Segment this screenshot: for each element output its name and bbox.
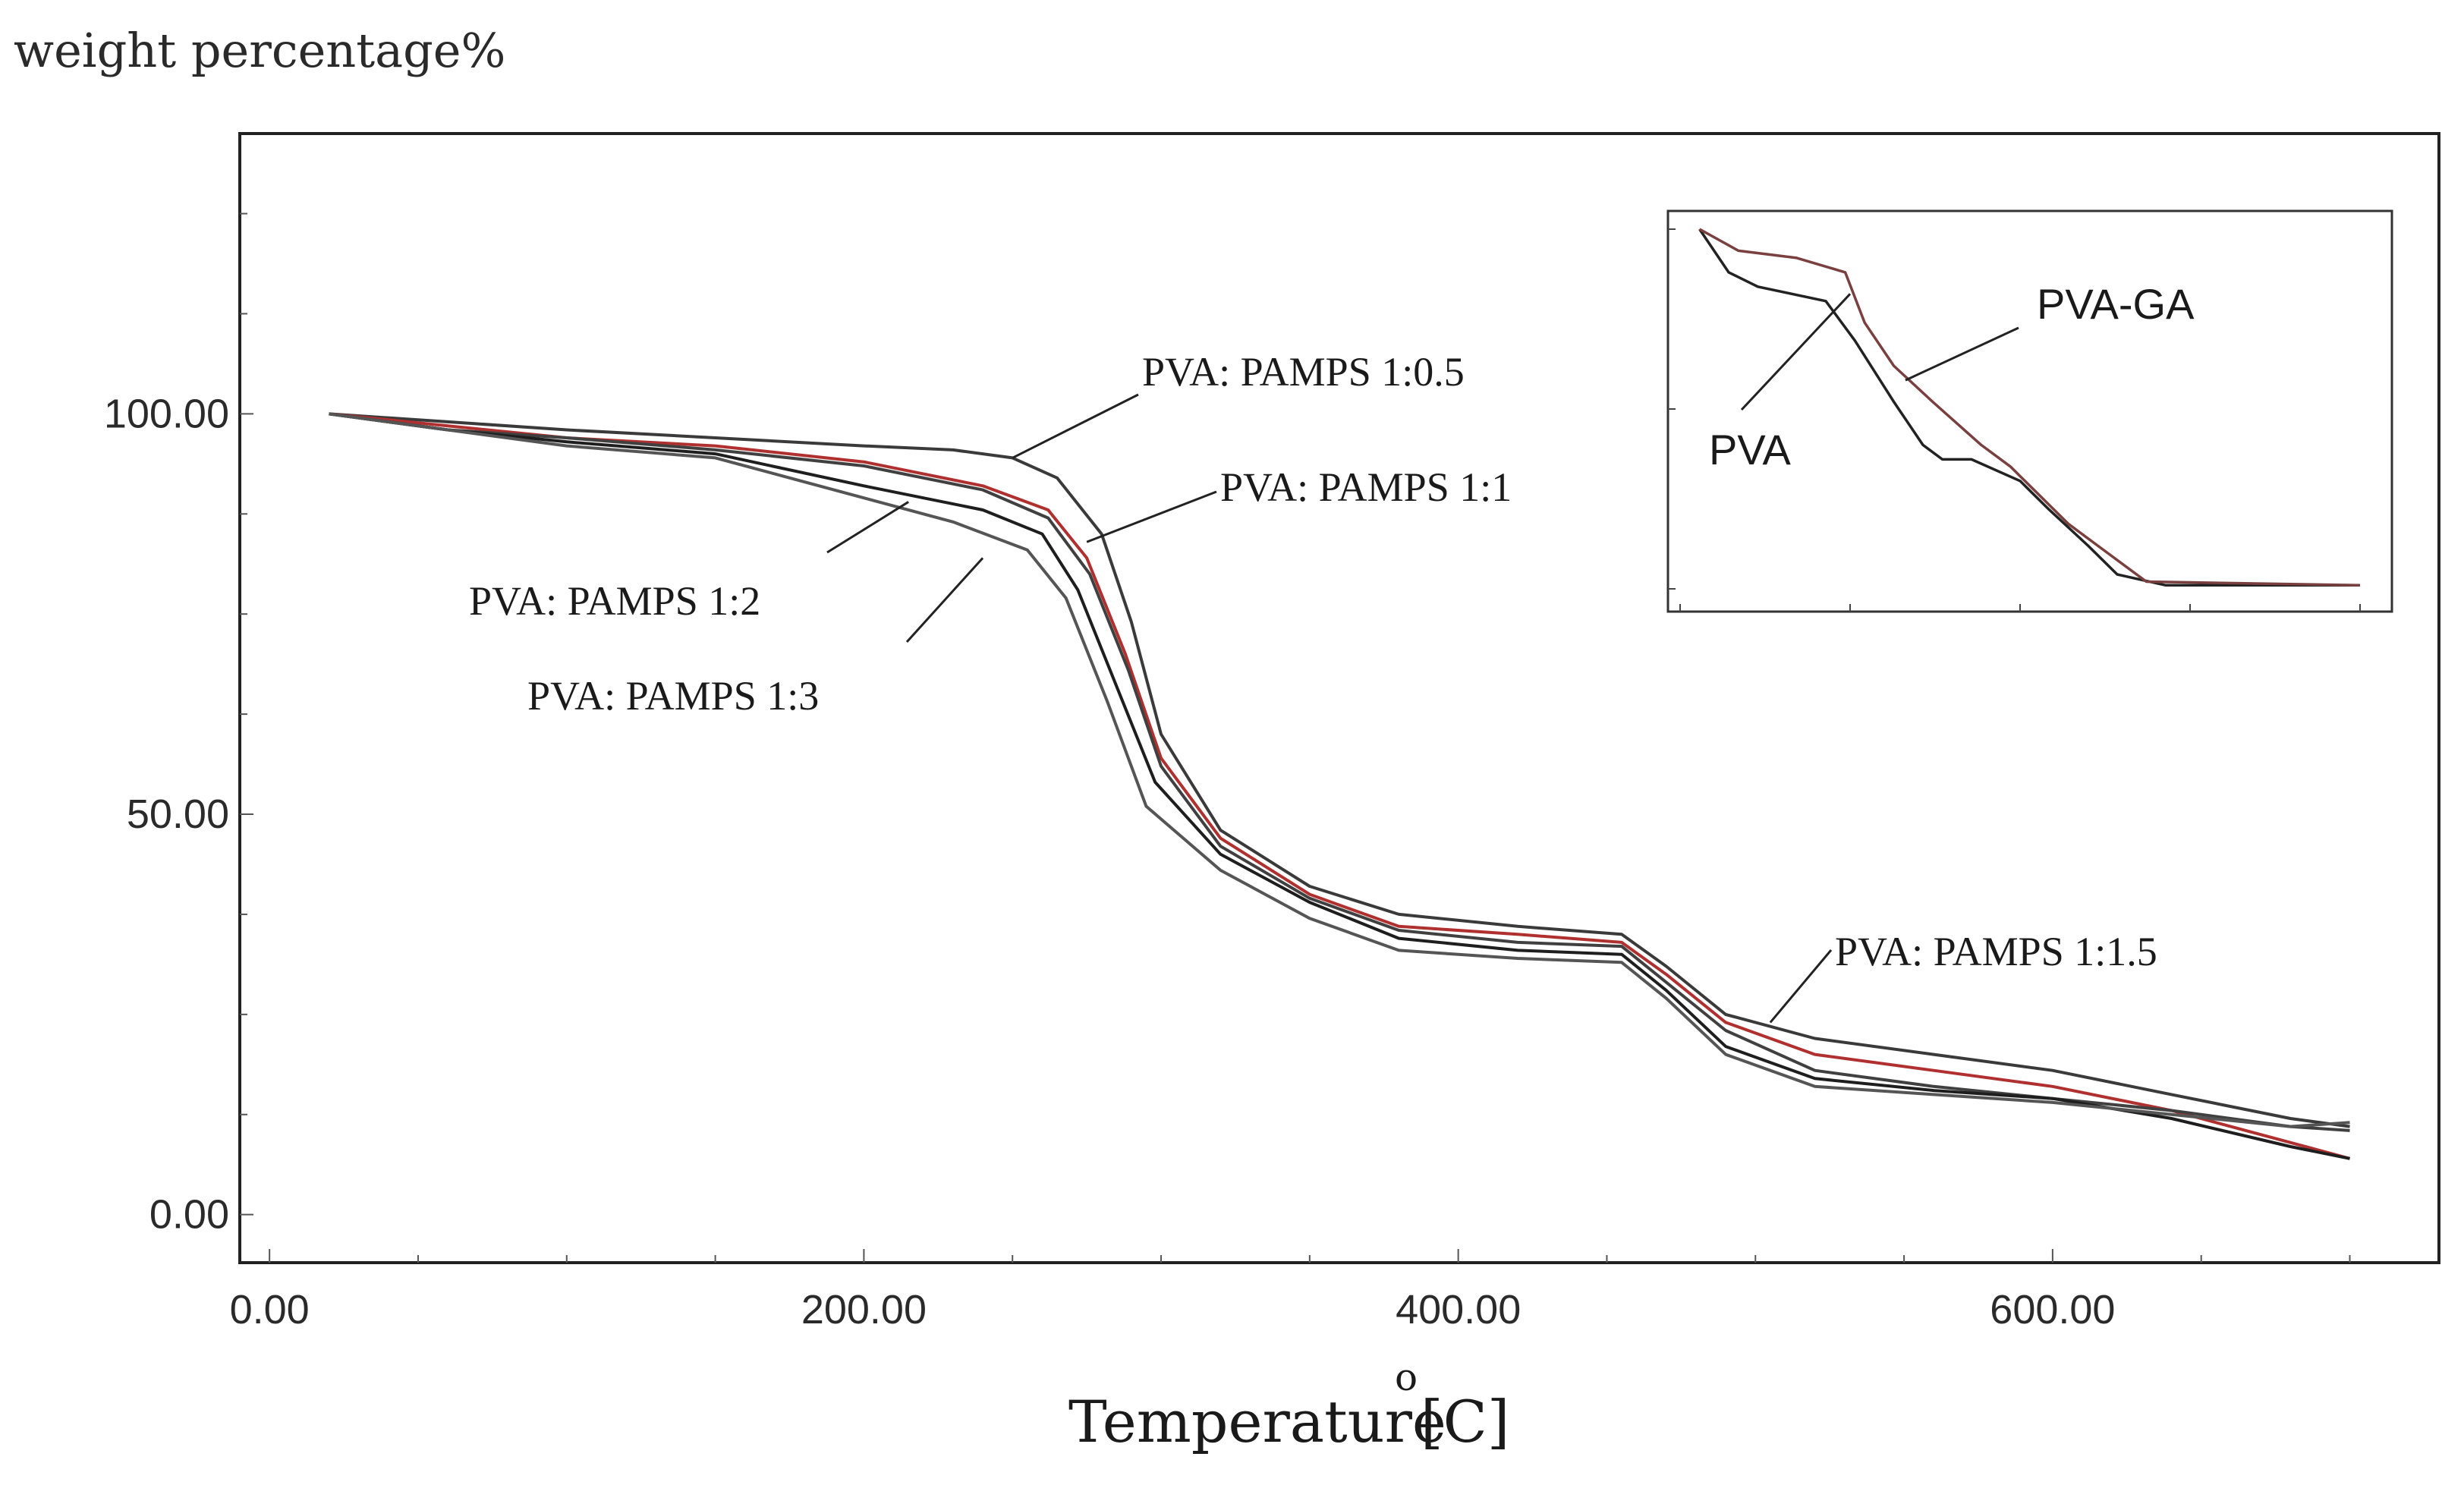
inset-leader (1740, 293, 1852, 411)
inset-series-line-1 (1698, 228, 2360, 587)
annotation-label: PVA: PAMPS 1:1.5 (1835, 929, 2157, 974)
annotation-leader (826, 501, 909, 554)
y-tick-label: 50.00 (127, 791, 229, 837)
annotation-leader (1012, 393, 1139, 459)
inset-series-line-2 (1698, 228, 2361, 587)
x-axis-label: Temperature (1068, 1388, 1446, 1455)
series-line-1 (329, 412, 2350, 1128)
inset-ticks (1668, 228, 2361, 612)
series-line-3 (329, 412, 2350, 1132)
annotation-label: PVA: PAMPS 1:1 (1220, 464, 1512, 510)
inset-annotation-label: PVA (1709, 426, 1792, 474)
annotation-leader (1769, 949, 1833, 1024)
x-axis-label-sup: o (1395, 1355, 1418, 1399)
series-line-5 (329, 412, 2350, 1128)
x-tick-label: 600.00 (1990, 1287, 2115, 1332)
inset-leader (1905, 326, 2019, 382)
y-tick-label: 0.00 (149, 1192, 229, 1238)
x-axis-title: Temperature o [C] (1068, 1355, 1509, 1455)
plot-frame (238, 132, 2440, 1264)
inset-frame (1666, 209, 2393, 613)
y-tick-label: 100.00 (104, 391, 229, 436)
annotation-leader (1086, 490, 1217, 543)
main-ticks: 0.00 200.00 400.00 600.00 0.00 50.00 100.00 (104, 212, 2351, 1332)
x-tick-label: 0.00 (230, 1287, 310, 1332)
y-axis-label: weight percentage% (14, 23, 505, 78)
main-annotations: PVA: PAMPS 1:0.5 PVA: PAMPS 1:1 PVA: PAMPS… (469, 349, 2157, 1024)
main-series (329, 412, 2351, 1160)
inset-annotation-label: PVA-GA (2037, 280, 2195, 328)
annotation-label: PVA: PAMPS 1:2 (469, 578, 760, 624)
series-line-4 (329, 412, 2350, 1160)
annotation-leader (905, 557, 984, 643)
inset-series (1698, 228, 2361, 587)
x-axis-unit: [C] (1421, 1388, 1509, 1455)
series-line-2 (329, 412, 2351, 1160)
inset-annotations: PVA PVA-GA (1709, 280, 2195, 474)
annotation-label: PVA: PAMPS 1:0.5 (1142, 349, 1465, 395)
annotation-label: PVA: PAMPS 1:3 (527, 673, 819, 719)
x-tick-label: 200.00 (801, 1287, 927, 1332)
x-tick-label: 400.00 (1396, 1287, 1521, 1332)
